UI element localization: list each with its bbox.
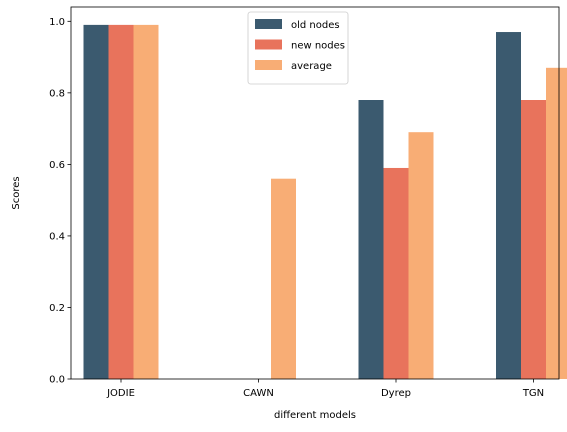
bar-dyrep-new-nodes: [383, 167, 409, 379]
legend-swatch-new-nodes: [255, 39, 282, 50]
plot-frame: [70, 6, 560, 380]
bar-tgn-old-nodes: [496, 32, 521, 380]
bar-tgn-new-nodes: [521, 100, 546, 379]
x-tick-label-jodie: JODIE: [106, 388, 135, 399]
bar-cawn-average: [271, 178, 296, 379]
legend-swatch-average: [255, 60, 282, 70]
y-tick-label: 0.8: [49, 88, 65, 99]
bar-jodie-average: [133, 24, 159, 380]
y-tick-label: 0.4: [49, 231, 65, 242]
bars-group: [83, 24, 567, 380]
y-tick-label: 0.2: [49, 303, 65, 314]
bar-jodie-old-nodes: [83, 24, 109, 380]
x-axis-label: different models: [274, 410, 356, 421]
bar-dyrep-old-nodes: [358, 100, 384, 379]
y-tick-label: 1.0: [49, 17, 65, 28]
legend-label-old-nodes: old nodes: [291, 20, 340, 31]
x-tick-label-tgn: TGN: [522, 388, 544, 399]
y-tick-label: 0.0: [49, 375, 65, 386]
legend-label-new-nodes: new nodes: [291, 41, 345, 52]
y-axis-label: Scores: [11, 176, 22, 209]
axes-group: 0.0 0.2 0.4 0.6 0.8 1.0 JODIE CAWN Dyrep TGN diffe…: [11, 6, 560, 421]
legend-label-average: average: [291, 61, 332, 72]
bar-jodie-new-nodes: [108, 24, 134, 380]
bar-tgn-average: [546, 67, 567, 380]
y-tick-label: 0.6: [49, 160, 65, 171]
legend-swatch-old-nodes: [255, 19, 282, 29]
bar-dyrep-average: [408, 132, 434, 379]
legend: old nodes new nodes average: [247, 11, 349, 85]
x-tick-label-cawn: CAWN: [243, 388, 274, 399]
x-tick-label-dyrep: Dyrep: [381, 388, 411, 399]
